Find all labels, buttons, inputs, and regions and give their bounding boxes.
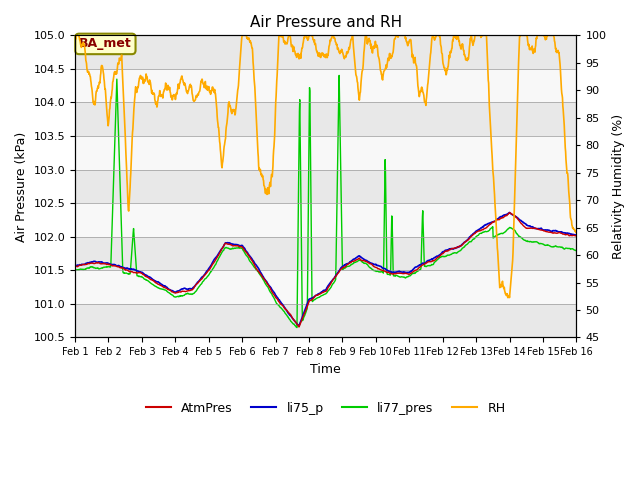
Bar: [75, 69, 577, 102]
X-axis label: Time: Time: [310, 363, 341, 376]
Bar: [75, 102, 577, 136]
Text: BA_met: BA_met: [79, 37, 132, 50]
Legend: AtmPres, li75_p, li77_pres, RH: AtmPres, li75_p, li77_pres, RH: [141, 396, 511, 420]
Title: Air Pressure and RH: Air Pressure and RH: [250, 15, 402, 30]
Bar: [75, 169, 577, 203]
Bar: [75, 136, 577, 169]
Bar: [75, 270, 577, 304]
Y-axis label: Relativity Humidity (%): Relativity Humidity (%): [612, 114, 625, 259]
Bar: [75, 304, 577, 337]
Bar: [75, 237, 577, 270]
Y-axis label: Air Pressure (kPa): Air Pressure (kPa): [15, 131, 28, 241]
Bar: [75, 203, 577, 237]
Bar: [75, 36, 577, 69]
